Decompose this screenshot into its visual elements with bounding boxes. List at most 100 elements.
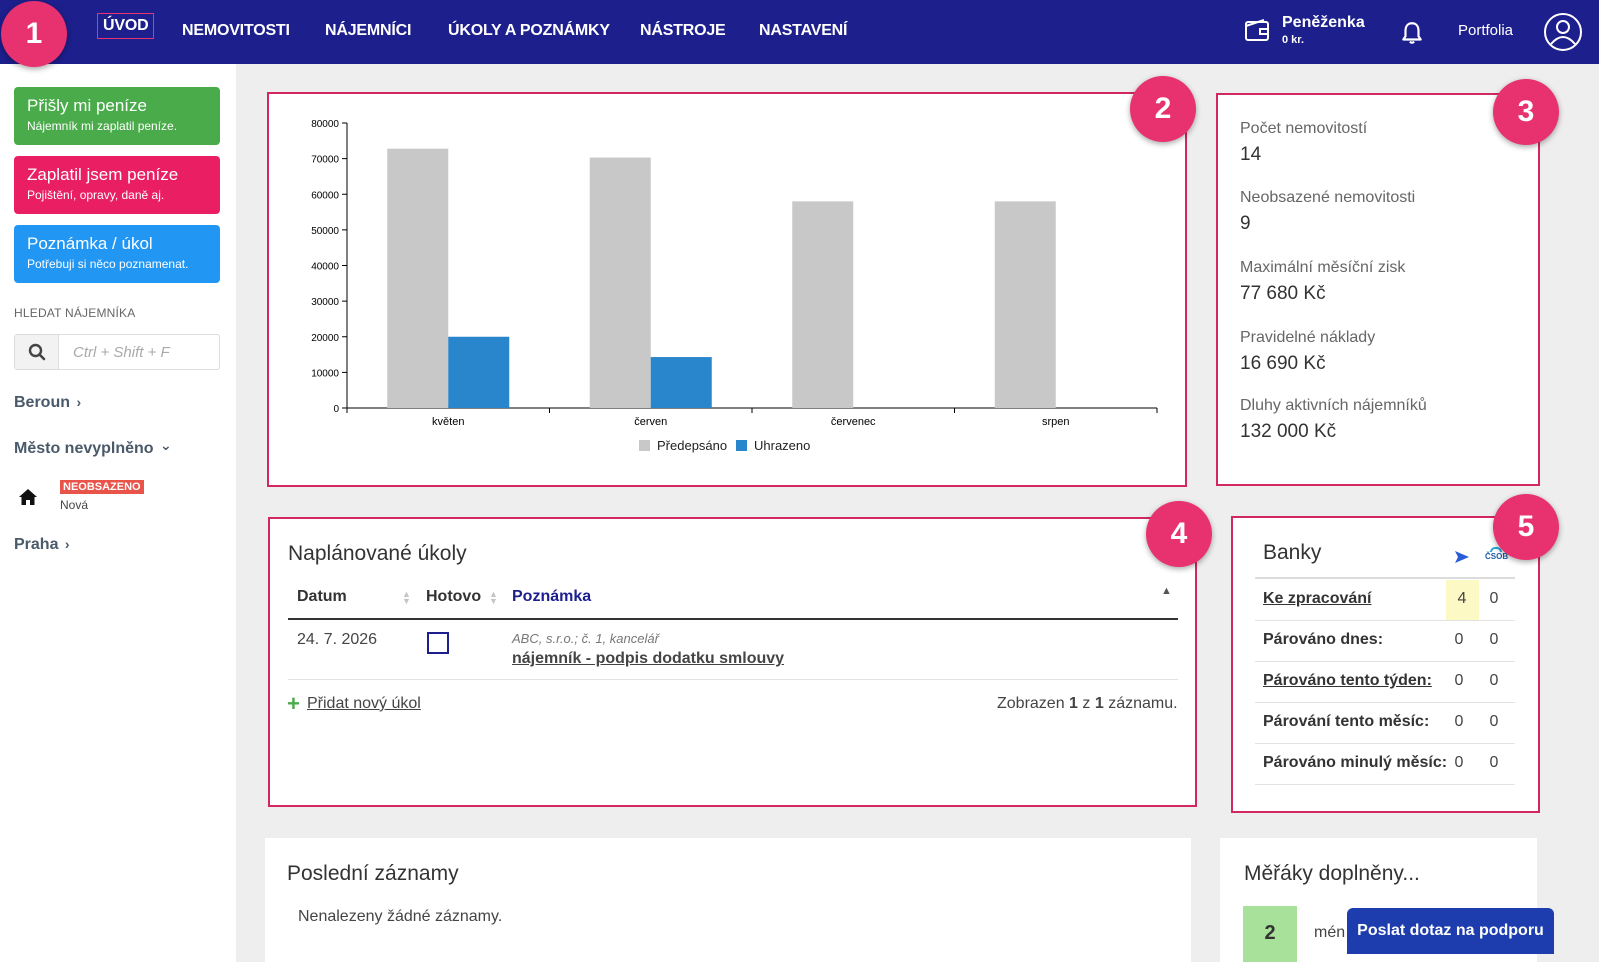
task-note-link[interactable]: nájemník - podpis dodatku smlouvy bbox=[512, 650, 785, 667]
meters-title: Měřáky doplněny... bbox=[1244, 862, 1420, 885]
recent-title: Poslední záznamy bbox=[287, 862, 459, 885]
banks-header-divider bbox=[1255, 577, 1515, 579]
search-icon[interactable] bbox=[15, 335, 59, 369]
plus-icon[interactable]: + bbox=[287, 691, 300, 716]
y-tick-label: 40000 bbox=[311, 262, 339, 273]
nav-nastroje[interactable]: NÁSTROJE bbox=[640, 22, 726, 39]
records-prefix: Zobrazen bbox=[997, 695, 1065, 712]
col-date-header[interactable]: Datum bbox=[297, 588, 347, 605]
meters-panel: Měřáky doplněny... 2 mén bbox=[1220, 838, 1537, 962]
stat-costs-value: 16 690 Kč bbox=[1240, 353, 1326, 374]
callout-5: 5 bbox=[1493, 494, 1559, 560]
city-beroun-label: Beroun bbox=[14, 394, 70, 411]
money-received-subtitle: Nájemník mi zaplatil peníze. bbox=[27, 119, 178, 133]
money-received-title: Přišly mi peníze bbox=[27, 96, 147, 115]
legend-swatch bbox=[736, 440, 747, 451]
bar-předepsáno bbox=[589, 157, 651, 408]
stat-max-profit-value: 77 680 Kč bbox=[1240, 283, 1326, 304]
portfolia-link[interactable]: Portfolia bbox=[1458, 22, 1514, 39]
property-name-link[interactable]: Nová bbox=[60, 498, 89, 512]
tasks-title: Naplánované úkoly bbox=[288, 542, 467, 565]
nav-nastaveni[interactable]: NASTAVENÍ bbox=[759, 22, 848, 39]
add-task-link[interactable]: Přidat nový úkol bbox=[307, 695, 421, 712]
bank-1-to-process: 4 bbox=[1457, 590, 1467, 607]
bar-předepsáno bbox=[994, 201, 1056, 408]
row-divider bbox=[288, 679, 1178, 680]
row-divider bbox=[1255, 784, 1515, 785]
bar-předepsáno bbox=[792, 201, 854, 408]
support-button[interactable]: Poslat dotaz na podporu bbox=[1347, 908, 1554, 954]
y-tick-label: 80000 bbox=[311, 119, 339, 130]
nav-uvod[interactable]: ÚVOD bbox=[97, 13, 155, 39]
search-label: HLEDAT NÁJEMNÍKA bbox=[14, 306, 136, 320]
money-received-button[interactable]: Přišly mi peníze Nájemník mi zaplatil pe… bbox=[14, 87, 220, 145]
records-mid: z bbox=[1082, 695, 1091, 712]
stat-property-count-value: 14 bbox=[1240, 144, 1262, 165]
y-tick-label: 30000 bbox=[311, 297, 339, 308]
note-task-button[interactable]: Poznámka / úkol Potřebuji si něco poznam… bbox=[14, 225, 220, 283]
header-divider bbox=[288, 618, 1178, 620]
sort-ascending-icon[interactable]: ▲ bbox=[1161, 585, 1172, 597]
legend-label: Uhrazeno bbox=[754, 438, 810, 453]
legend-label: Předepsáno bbox=[657, 438, 727, 453]
col-note-header[interactable]: Poznámka bbox=[512, 588, 592, 605]
callout-3: 3 bbox=[1493, 79, 1559, 145]
y-tick-label: 0 bbox=[333, 404, 339, 415]
wallet-icon[interactable] bbox=[1244, 18, 1270, 42]
banks-panel: Banky ČSOB Ke zpracování 4 0 Párováno dn… bbox=[1231, 516, 1540, 813]
bank-1-last-month: 0 bbox=[1454, 754, 1464, 771]
bank-1-logo-icon bbox=[1455, 551, 1469, 563]
row-divider bbox=[1255, 702, 1515, 703]
note-task-subtitle: Potřebuji si něco poznamenat. bbox=[27, 257, 189, 271]
tasks-panel: Naplánované úkoly Datum ▲ ▼ Hotovo ▲ ▼ Poz… bbox=[268, 517, 1197, 807]
y-tick-label: 60000 bbox=[311, 190, 339, 201]
nav-nemovitosti[interactable]: NEMOVITOSTI bbox=[182, 22, 290, 39]
bar-předepsáno bbox=[387, 148, 449, 408]
city-praha[interactable]: Praha › bbox=[14, 536, 70, 554]
sort-icon[interactable]: ▲ ▼ bbox=[402, 589, 411, 606]
legend-swatch bbox=[639, 440, 650, 451]
row-divider bbox=[1255, 620, 1515, 621]
vacant-badge: NEOBSAZENO bbox=[60, 480, 144, 494]
money-paid-title: Zaplatil jsem peníze bbox=[27, 165, 179, 184]
bell-icon[interactable] bbox=[1399, 20, 1425, 46]
chevron-right-icon: › bbox=[76, 394, 82, 410]
y-tick-label: 70000 bbox=[311, 155, 339, 166]
pending-highlight bbox=[1446, 580, 1479, 620]
bank-1-week: 0 bbox=[1454, 672, 1464, 689]
bar-uhrazeno bbox=[448, 336, 510, 408]
nav-najemnici[interactable]: NÁJEMNÍCI bbox=[325, 22, 412, 39]
col-done-header[interactable]: Hotovo bbox=[426, 588, 482, 605]
stat-max-profit-label: Maximální měsíční zisk bbox=[1240, 259, 1406, 276]
user-icon[interactable] bbox=[1543, 12, 1583, 52]
bank-row-week[interactable]: Párováno tento týden: bbox=[1263, 672, 1432, 689]
bank-row-to-process[interactable]: Ke zpracování bbox=[1263, 590, 1372, 607]
bank-2-week: 0 bbox=[1489, 672, 1499, 689]
x-category-label: červenec bbox=[831, 416, 876, 428]
stat-vacant-value: 9 bbox=[1240, 213, 1251, 234]
bank-row-today: Párováno dnes: bbox=[1263, 631, 1384, 648]
bank-1-month: 0 bbox=[1454, 713, 1464, 730]
stats-panel: Počet nemovitostí 14 Neobsazené nemovito… bbox=[1216, 93, 1540, 486]
chart-panel: 0 10000 20000 30000 40000 50000 60000 70000 8000… bbox=[267, 92, 1187, 487]
row-divider bbox=[1255, 743, 1515, 744]
city-unfilled[interactable]: Město nevyplněno ⌄ bbox=[14, 437, 172, 458]
money-paid-button[interactable]: Zaplatil jsem peníze Pojištění, opravy, … bbox=[14, 156, 220, 214]
bar-uhrazeno bbox=[650, 357, 712, 408]
records-total: 1 bbox=[1094, 695, 1104, 712]
city-beroun[interactable]: Beroun › bbox=[14, 394, 81, 412]
stat-vacant-label: Neobsazené nemovitosti bbox=[1240, 189, 1416, 206]
top-navigation: ÚVOD NEMOVITOSTI NÁJEMNÍCI ÚKOLY A POZNÁ… bbox=[0, 0, 1599, 64]
callout-1: 1 bbox=[1, 1, 67, 67]
sort-icon[interactable]: ▲ ▼ bbox=[489, 589, 498, 606]
callout-4: 4 bbox=[1146, 501, 1212, 567]
city-unfilled-label: Město nevyplněno bbox=[14, 440, 154, 457]
bank-2-logo-text: ČSOB bbox=[1485, 552, 1509, 561]
chevron-down-icon: ⌄ bbox=[160, 437, 172, 453]
wallet-title[interactable]: Peněženka bbox=[1282, 14, 1365, 31]
task-done-checkbox[interactable] bbox=[427, 632, 449, 654]
tenant-search-input[interactable] bbox=[61, 335, 217, 369]
y-tick-label: 20000 bbox=[311, 333, 339, 344]
nav-ukoly[interactable]: ÚKOLY A POZNÁMKY bbox=[448, 22, 610, 39]
money-paid-subtitle: Pojištění, opravy, daně aj. bbox=[27, 188, 165, 202]
